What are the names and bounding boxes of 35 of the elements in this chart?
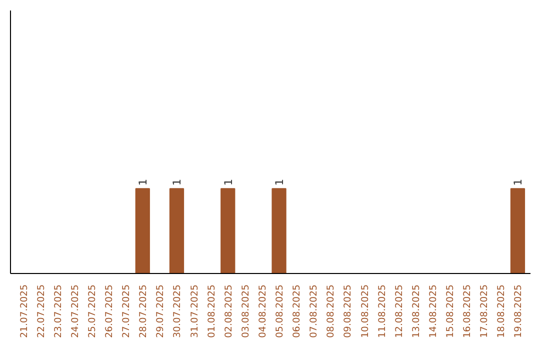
x-tick-label: 15.08.2025 (445, 284, 456, 338)
x-tick-label: 08.08.2025 (326, 284, 337, 338)
x-tick-label: 05.08.2025 (274, 284, 286, 338)
x-tick-label: 14.08.2025 (428, 284, 439, 338)
x-tick-label: 19.08.2025 (513, 284, 524, 338)
x-tick-label: 07.08.2025 (308, 284, 320, 338)
x-tick-label: 02.08.2025 (223, 284, 234, 338)
x-tick-label: 06.08.2025 (292, 284, 303, 338)
x-tick-label: 27.07.2025 (121, 284, 132, 338)
x-tick-label: 16.08.2025 (462, 284, 474, 338)
data-label: 1 (170, 178, 184, 186)
x-tick-label: 18.08.2025 (496, 284, 508, 338)
x-tick-label: 25.07.2025 (86, 284, 98, 338)
x-tick-label: 11.08.2025 (376, 284, 388, 338)
x-tick-label: 17.08.2025 (479, 284, 490, 338)
x-tick-label: 22.07.2025 (36, 284, 47, 338)
data-label: 1 (222, 178, 235, 186)
x-tick-label: 01.08.2025 (206, 284, 218, 338)
data-label: 1 (273, 178, 286, 186)
x-tick-label: 04.08.2025 (257, 284, 268, 338)
x-tick-label: 30.07.2025 (172, 284, 184, 338)
data-label: 1 (136, 178, 150, 186)
x-tick-label: 23.07.2025 (52, 284, 64, 338)
x-tick-label: 21.07.2025 (18, 284, 30, 338)
data-label: 1 (512, 178, 525, 186)
x-tick-label: 10.08.2025 (360, 284, 371, 338)
x-tick-label: 28.07.2025 (138, 284, 150, 338)
x-tick-label: 26.07.2025 (104, 284, 116, 338)
x-tick-label: 09.08.2025 (342, 284, 354, 338)
x-tick-label: 12.08.2025 (394, 284, 405, 338)
x-tick-label: 29.07.2025 (155, 284, 166, 338)
x-tick-label: 03.08.2025 (240, 284, 252, 338)
x-tick-label: 13.08.2025 (410, 284, 422, 338)
x-tick-label: 31.07.2025 (189, 284, 200, 338)
x-tick-label: 24.07.2025 (70, 284, 81, 338)
